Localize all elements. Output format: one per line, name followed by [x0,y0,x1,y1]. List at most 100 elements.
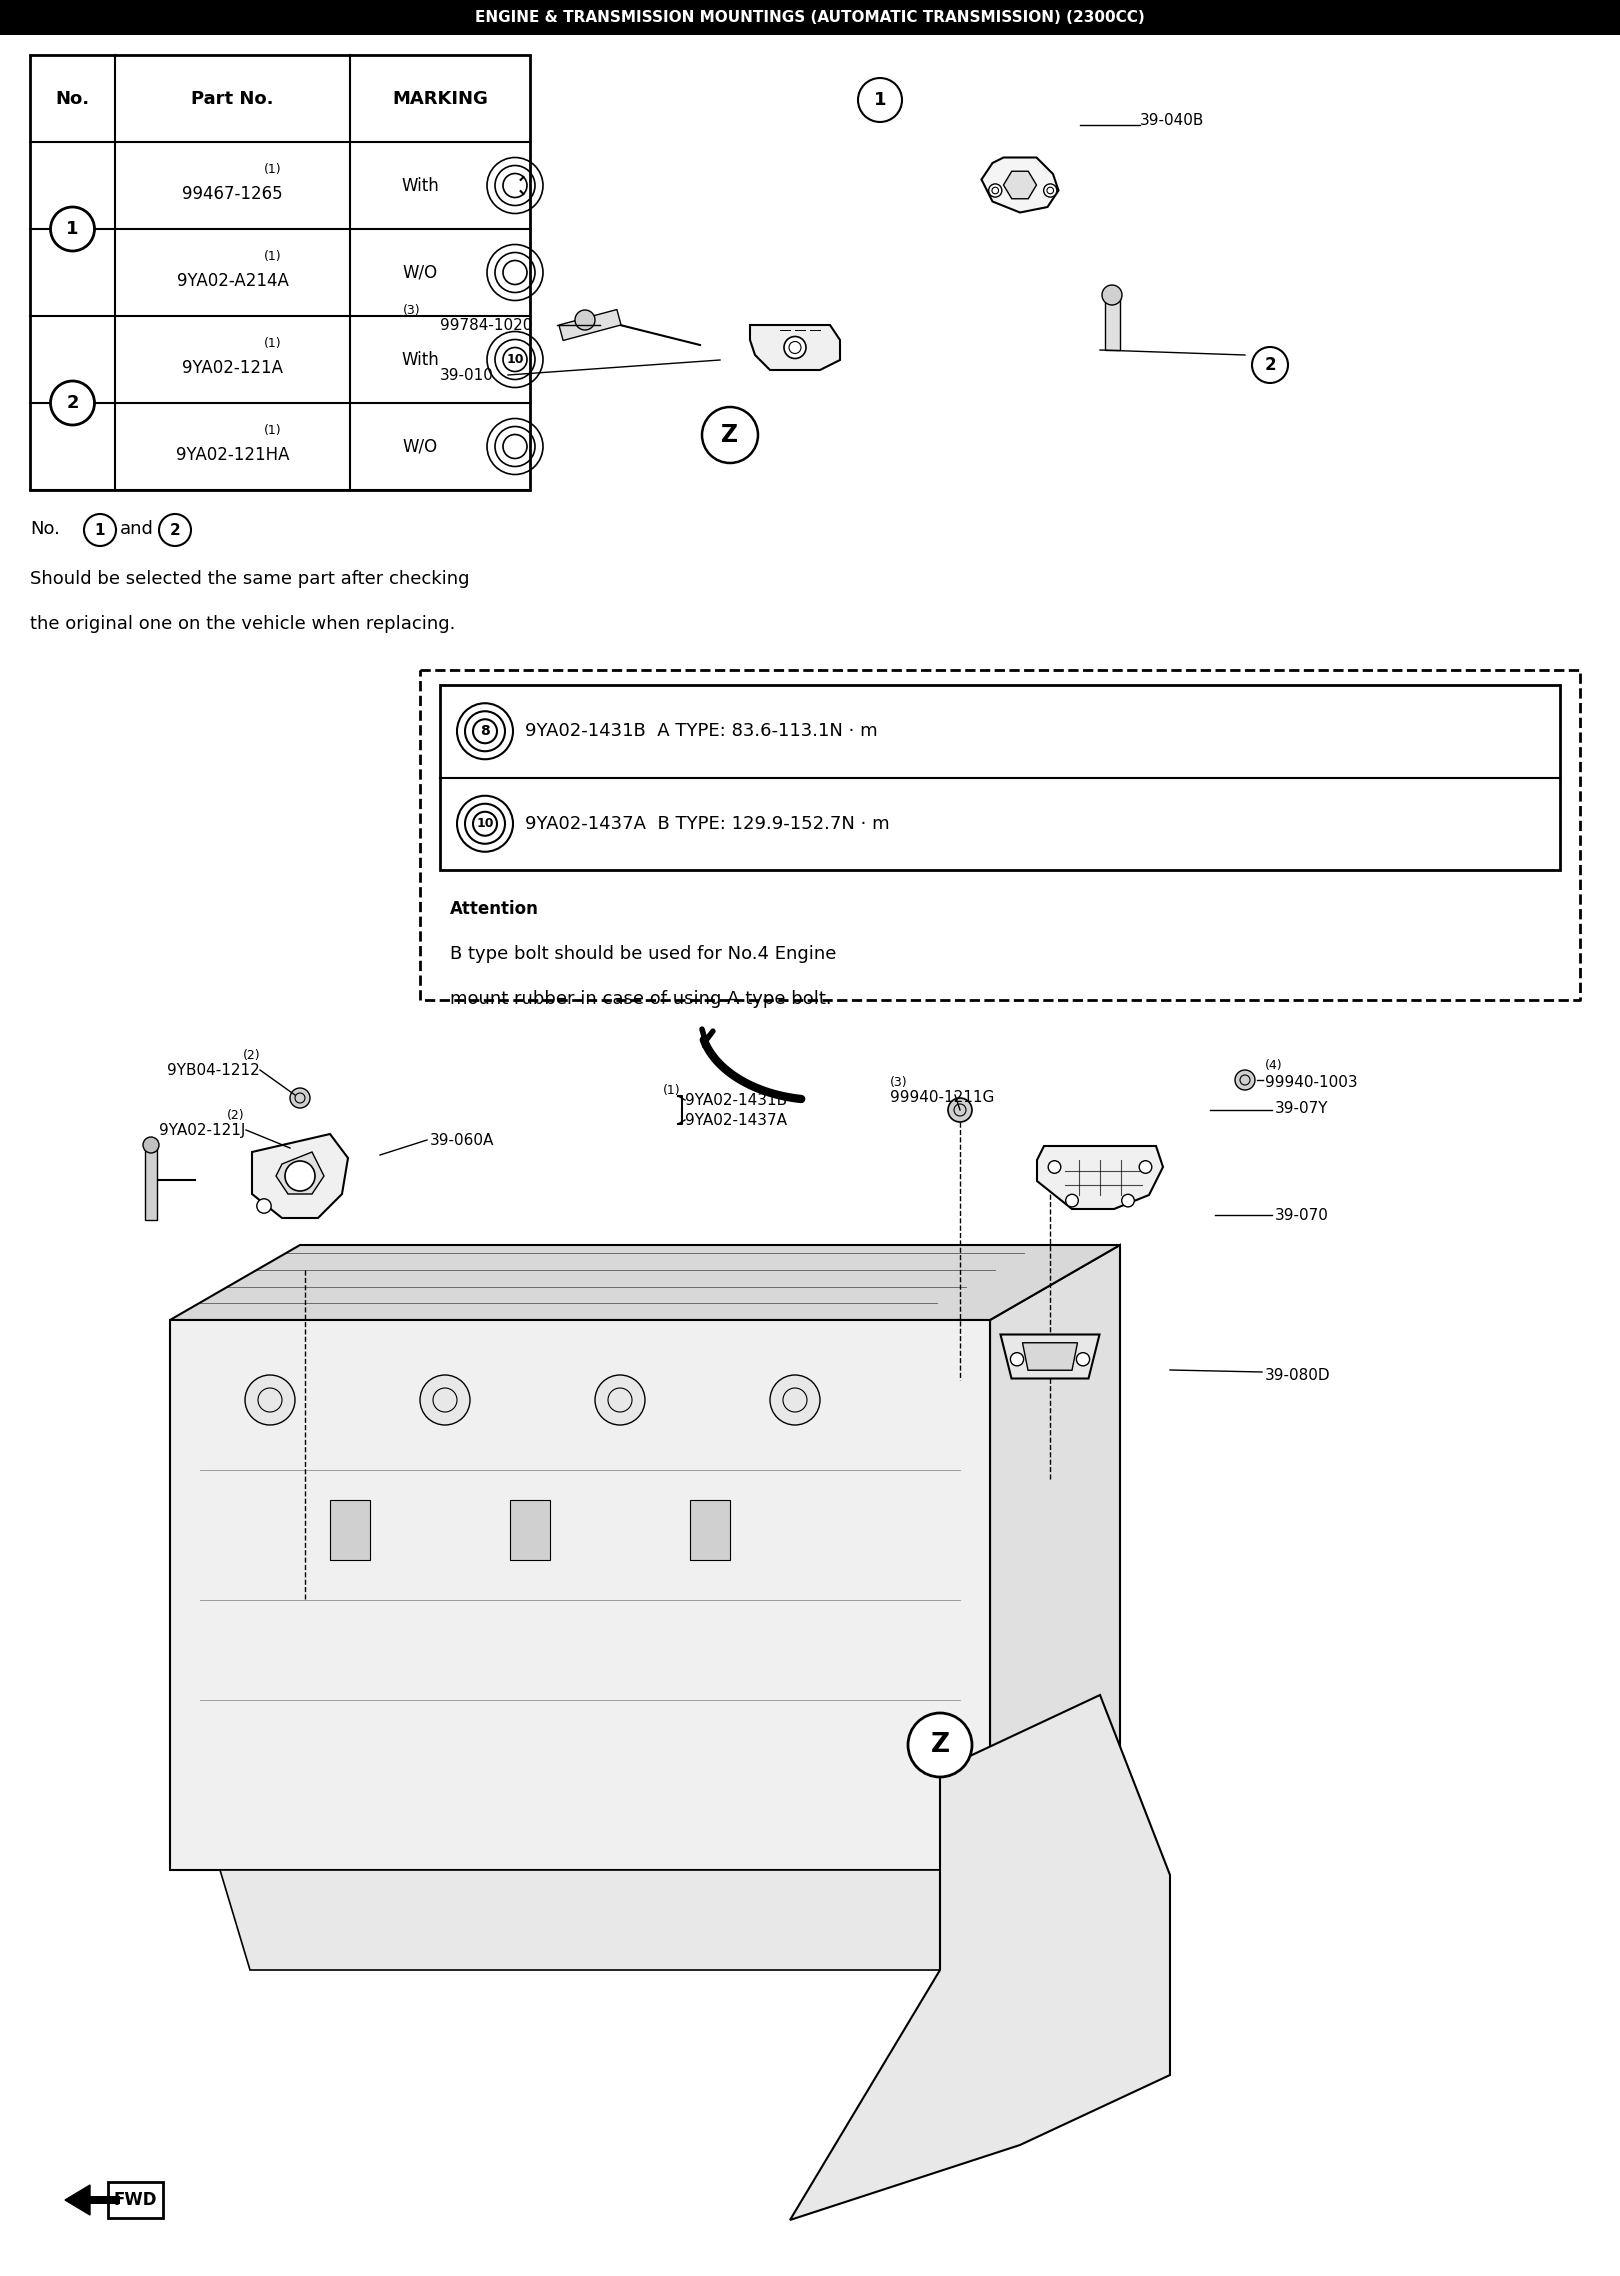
Circle shape [1011,1352,1024,1366]
Text: 2: 2 [1264,355,1277,373]
Text: 39-010: 39-010 [441,366,494,382]
Circle shape [420,1375,470,1425]
Bar [1105,289,1119,351]
Bar [330,1500,369,1559]
Text: 39-07Y: 39-07Y [1275,1102,1328,1115]
Circle shape [907,1714,972,1778]
Text: W/O: W/O [402,264,437,282]
Bar [559,310,620,341]
Text: 10: 10 [476,817,494,831]
Circle shape [784,337,807,360]
Circle shape [770,1375,820,1425]
Circle shape [1121,1195,1134,1206]
Text: 8: 8 [480,724,489,737]
Polygon shape [990,1245,1119,1871]
Polygon shape [1001,1334,1100,1379]
Text: (1): (1) [264,423,282,437]
Text: No.: No. [55,89,89,107]
Text: (1): (1) [264,250,282,264]
Text: 9YA02-1437A: 9YA02-1437A [685,1113,787,1127]
Circle shape [50,380,94,426]
Text: Z: Z [930,1732,949,1757]
Circle shape [575,310,595,330]
Circle shape [285,1161,314,1190]
Text: Part No.: Part No. [191,89,274,107]
Polygon shape [982,157,1058,212]
Circle shape [1076,1352,1090,1366]
Text: mount rubber in case of using A type bolt.: mount rubber in case of using A type bol… [450,990,831,1008]
Text: 99940-1211G: 99940-1211G [889,1090,995,1104]
Bar [441,685,1560,869]
Polygon shape [253,1133,348,1218]
Text: 9YA02-1431B: 9YA02-1431B [685,1092,787,1108]
Text: 1: 1 [873,91,886,109]
Polygon shape [275,1152,324,1195]
Text: the original one on the vehicle when replacing.: the original one on the vehicle when rep… [31,615,455,633]
Text: 99940-1003: 99940-1003 [1265,1074,1358,1090]
Text: 1: 1 [94,523,105,537]
Text: 9YB04-1212: 9YB04-1212 [167,1063,259,1077]
Text: B type bolt should be used for No.4 Engine: B type bolt should be used for No.4 Engi… [450,945,836,963]
Bar [420,669,1580,999]
Polygon shape [1003,171,1037,198]
Text: W/O: W/O [402,437,437,455]
Circle shape [1066,1195,1079,1206]
Text: (4): (4) [1265,1058,1283,1072]
Text: 9YA02-A214A: 9YA02-A214A [177,271,288,289]
Text: 39-080D: 39-080D [1265,1368,1330,1382]
Circle shape [1102,284,1123,305]
Bar [146,1140,157,1220]
Text: 2: 2 [66,394,79,412]
Circle shape [595,1375,645,1425]
Text: and: and [120,519,154,537]
Circle shape [159,514,191,546]
Text: Should be selected the same part after checking: Should be selected the same part after c… [31,569,470,587]
Bar [109,2183,164,2219]
Polygon shape [220,1871,961,1971]
Text: 1: 1 [66,221,79,239]
Text: No.: No. [31,519,60,537]
Text: (1): (1) [264,337,282,351]
Text: 39-070: 39-070 [1275,1209,1328,1222]
Polygon shape [65,2185,91,2215]
Circle shape [290,1088,309,1108]
Text: MARKING: MARKING [392,89,488,107]
Text: (2): (2) [227,1108,245,1122]
Text: 99784-1020: 99784-1020 [441,316,533,332]
Circle shape [1234,1070,1256,1090]
Text: With: With [402,178,439,193]
Circle shape [988,184,1001,198]
Text: FWD: FWD [113,2192,157,2210]
Circle shape [1139,1161,1152,1174]
Text: (1): (1) [663,1083,680,1097]
Text: ENGINE & TRANSMISSION MOUNTINGS (AUTOMATIC TRANSMISSION) (2300CC): ENGINE & TRANSMISSION MOUNTINGS (AUTOMAT… [475,9,1145,25]
Circle shape [143,1138,159,1154]
Circle shape [1252,346,1288,382]
Bar [0,0,1620,34]
Text: 39-040B: 39-040B [1140,112,1204,127]
Text: 99467-1265: 99467-1265 [181,184,284,203]
Text: 9YA02-121A: 9YA02-121A [181,360,284,376]
Text: Attention: Attention [450,899,539,917]
Text: 10: 10 [505,353,523,366]
Text: (3): (3) [402,303,420,316]
Text: 39-060A: 39-060A [429,1133,494,1147]
Circle shape [1048,1161,1061,1174]
Text: 9YA02-1431B  A TYPE: 83.6-113.1N · m: 9YA02-1431B A TYPE: 83.6-113.1N · m [525,721,878,740]
Circle shape [245,1375,295,1425]
Circle shape [1043,184,1056,198]
Text: With: With [402,351,439,369]
Text: 9YA02-1437A  B TYPE: 129.9-152.7N · m: 9YA02-1437A B TYPE: 129.9-152.7N · m [525,815,889,833]
Text: 9YA02-121J: 9YA02-121J [159,1122,245,1138]
Polygon shape [1022,1343,1077,1370]
Text: (1): (1) [264,164,282,175]
Circle shape [859,77,902,123]
Text: 9YA02-121HA: 9YA02-121HA [175,446,290,464]
Circle shape [258,1199,271,1213]
Polygon shape [750,325,841,371]
Bar [91,2196,120,2203]
Polygon shape [170,1320,990,1871]
Circle shape [50,207,94,250]
Bar [31,55,530,489]
Polygon shape [1037,1147,1163,1209]
